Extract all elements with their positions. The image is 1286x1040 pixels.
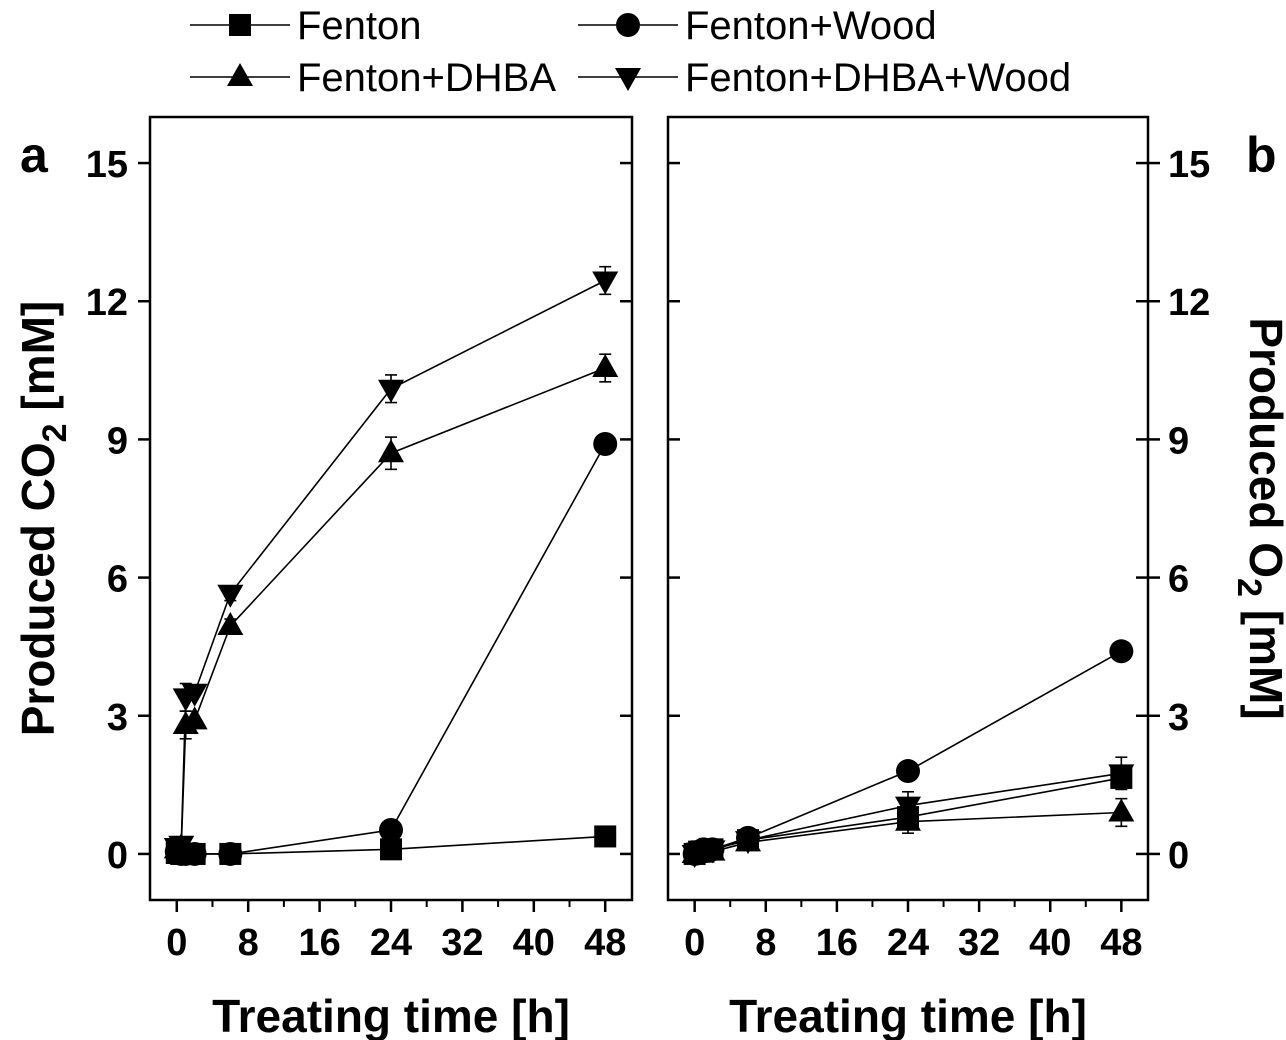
- data-point: [181, 706, 208, 730]
- series-line: [176, 279, 606, 848]
- y-tick-label: 3: [1168, 697, 1189, 739]
- data-point: [1109, 639, 1134, 664]
- legend-marker: [616, 13, 640, 37]
- data-point: [181, 683, 208, 707]
- legend-item-fenton-wood: Fenton+Wood: [578, 4, 937, 48]
- series-fenton-wood: [164, 432, 618, 866]
- data-point: [218, 841, 243, 866]
- legend-label: Fenton+Wood: [685, 4, 937, 48]
- legend-label: Fenton: [297, 4, 422, 48]
- data-point: [217, 584, 244, 608]
- y-tick-label: 9: [1168, 420, 1189, 462]
- plot-frame: [148, 115, 634, 902]
- data-point: [217, 611, 244, 635]
- panel-label: b: [1246, 127, 1277, 183]
- data-point: [735, 831, 761, 855]
- x-tick-label: 48: [584, 922, 626, 964]
- data-point: [592, 271, 619, 295]
- x-tick-label: 8: [755, 922, 776, 964]
- legend-item-fenton: Fenton: [190, 4, 422, 48]
- x-tick-label: 0: [684, 922, 705, 964]
- panel-b-o2-chart: 0 8 16 24 32 40 48 0 3 6 9 12 15 Treating time [h] Pro…: [666, 115, 1286, 1040]
- legend-marker: [227, 63, 253, 86]
- data-point: [594, 825, 617, 848]
- y-axis-title: Produced O2 [mM]: [1230, 317, 1286, 719]
- y-tick-label: 15: [86, 144, 128, 186]
- data-point: [896, 759, 920, 784]
- panel-label: a: [20, 127, 49, 183]
- y-axis-title-subscript: 2: [1230, 578, 1268, 597]
- legend-marker: [615, 68, 641, 91]
- y-tick-label: 3: [107, 697, 128, 739]
- x-tick-label: 24: [370, 922, 412, 964]
- y-tick-label: 15: [1168, 144, 1210, 186]
- data-point: [379, 817, 403, 842]
- x-tick-label: 24: [887, 922, 929, 964]
- series-fenton-dhba-wood: [163, 265, 619, 862]
- y-axis-title: Produced CO2 [mM]: [12, 301, 74, 737]
- x-tick-label: 16: [816, 922, 858, 964]
- y-axis-title-main: Produced O: [1240, 317, 1286, 578]
- x-tick-label: 16: [298, 922, 340, 964]
- x-axis-title: Treating time [h]: [729, 990, 1087, 1040]
- legend: Fenton Fenton+Wood Fenton+DHBA Fenton+DHBA+…: [190, 4, 1071, 100]
- x-tick-label: 8: [238, 922, 259, 964]
- data-point: [1108, 764, 1135, 788]
- legend-marker: [229, 14, 251, 36]
- x-tick-label: 40: [513, 922, 555, 964]
- series-fenton-dhba-wood: [681, 756, 1135, 868]
- y-axis-title-main: Produced CO: [12, 442, 64, 736]
- data-point: [378, 379, 404, 403]
- series-fenton-dhba: [163, 353, 619, 859]
- panel-a-co2-chart: 0 8 16 24 32 40 48 0 3 6 9 12 15 Treating time [h] Pro…: [12, 115, 634, 1040]
- legend-label: Fenton+DHBA: [297, 56, 556, 100]
- y-tick-label: 12: [1168, 282, 1210, 324]
- x-tick-label: 48: [1100, 922, 1142, 964]
- y-tick-label: 9: [107, 420, 128, 462]
- data-point: [592, 354, 619, 378]
- y-axis-title-unit: [mM]: [12, 301, 64, 424]
- y-tick-label: 0: [1168, 835, 1189, 877]
- series-line: [176, 443, 606, 855]
- legend-item-fenton-dhba-wood: Fenton+DHBA+Wood: [578, 56, 1071, 100]
- x-tick-label: 32: [958, 922, 1000, 964]
- y-tick-label: 6: [107, 559, 128, 601]
- data-point: [895, 796, 921, 820]
- legend-item-fenton-dhba: Fenton+DHBA: [190, 56, 556, 100]
- x-tick-label: 32: [441, 922, 483, 964]
- y-axis-title-subscript: 2: [36, 423, 74, 442]
- data-point: [168, 835, 195, 859]
- y-tick-label: 0: [107, 835, 128, 877]
- x-tick-label: 0: [166, 922, 187, 964]
- data-point: [378, 439, 404, 463]
- y-axis-title-unit: [mM]: [1240, 597, 1286, 720]
- data-point: [699, 840, 726, 864]
- x-axis-title: Treating time [h]: [212, 990, 570, 1040]
- y-tick-label: 12: [86, 282, 128, 324]
- data-point: [380, 838, 402, 861]
- legend-label: Fenton+DHBA+Wood: [685, 56, 1071, 100]
- data-point: [593, 432, 618, 457]
- y-tick-label: 6: [1168, 559, 1189, 601]
- x-tick-label: 40: [1029, 922, 1071, 964]
- data-point: [1108, 798, 1135, 822]
